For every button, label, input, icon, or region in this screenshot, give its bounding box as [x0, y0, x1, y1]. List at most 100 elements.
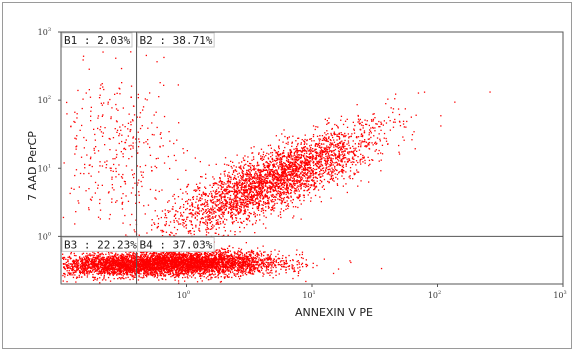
data-point	[93, 265, 95, 267]
data-point	[164, 258, 167, 261]
data-point	[173, 268, 175, 270]
data-point	[77, 264, 79, 266]
data-point	[124, 264, 126, 267]
data-point	[103, 270, 105, 272]
data-point	[114, 254, 116, 256]
data-point	[170, 265, 173, 267]
data-point	[205, 277, 208, 279]
data-point	[166, 266, 168, 268]
data-point	[155, 264, 158, 266]
data-point	[240, 250, 242, 252]
data-point	[99, 255, 101, 257]
data-point	[73, 261, 75, 263]
data-point	[242, 261, 244, 263]
data-point	[150, 268, 152, 271]
data-point	[75, 266, 77, 268]
data-point	[268, 263, 270, 265]
data-point	[174, 252, 176, 254]
data-point	[202, 265, 204, 268]
data-point	[261, 253, 263, 256]
data-point	[256, 260, 258, 263]
data-point	[125, 267, 127, 269]
data-point	[163, 262, 165, 265]
data-point	[251, 251, 254, 253]
data-point	[187, 267, 189, 269]
data-point	[106, 271, 108, 274]
data-point	[143, 264, 145, 266]
data-point	[157, 262, 159, 264]
data-point	[91, 254, 93, 256]
data-point	[228, 276, 230, 278]
data-point	[118, 256, 120, 258]
data-point	[81, 260, 84, 262]
data-point	[225, 266, 227, 268]
data-point	[63, 263, 66, 265]
data-point	[121, 258, 124, 260]
data-point	[101, 259, 103, 261]
data-point	[174, 259, 176, 261]
data-point	[126, 260, 128, 262]
data-point	[227, 267, 229, 269]
data-point	[151, 253, 154, 255]
data-point	[219, 269, 222, 271]
data-point	[237, 268, 239, 271]
data-point	[82, 270, 84, 272]
data-point	[190, 257, 192, 260]
data-point	[204, 252, 207, 254]
data-point	[127, 276, 129, 278]
data-point	[234, 253, 236, 255]
data-point	[132, 251, 134, 253]
data-point	[237, 250, 239, 252]
data-point	[191, 258, 193, 260]
data-point	[172, 260, 174, 262]
data-point	[229, 264, 231, 266]
data-point	[72, 274, 74, 276]
data-point	[110, 260, 112, 263]
data-point	[244, 264, 247, 266]
data-point	[129, 259, 131, 262]
data-point	[148, 265, 150, 267]
data-point	[211, 272, 213, 274]
data-point	[148, 274, 150, 276]
data-point	[96, 255, 98, 258]
data-point	[236, 262, 238, 264]
data-point	[269, 258, 271, 260]
data-point	[100, 263, 102, 265]
data-point	[101, 252, 103, 254]
data-point	[236, 257, 238, 259]
data-point	[109, 280, 112, 282]
data-point	[152, 273, 154, 275]
data-point	[161, 262, 164, 265]
data-point	[201, 263, 203, 266]
data-point	[236, 270, 238, 272]
data-point	[71, 268, 73, 270]
data-point	[94, 267, 96, 269]
data-point	[111, 266, 113, 269]
data-point	[140, 262, 142, 264]
data-point	[172, 266, 175, 268]
data-point	[162, 267, 164, 269]
data-point	[116, 261, 118, 263]
data-point	[179, 258, 181, 260]
data-point	[98, 260, 100, 262]
data-point	[101, 263, 103, 265]
data-point	[193, 268, 195, 270]
data-point	[194, 265, 196, 267]
data-point	[96, 257, 98, 259]
data-point	[99, 260, 101, 263]
data-point	[167, 252, 169, 254]
data-point	[236, 259, 238, 261]
data-point	[143, 263, 145, 266]
data-point	[129, 267, 131, 270]
data-point	[178, 262, 180, 265]
data-point	[203, 273, 205, 275]
data-point	[248, 272, 251, 274]
data-point	[226, 275, 229, 278]
data-point	[74, 260, 76, 262]
data-point	[181, 262, 183, 264]
data-point	[77, 265, 79, 267]
data-point	[215, 249, 217, 251]
data-point	[163, 256, 165, 258]
data-point	[156, 255, 158, 257]
data-point	[176, 274, 178, 276]
